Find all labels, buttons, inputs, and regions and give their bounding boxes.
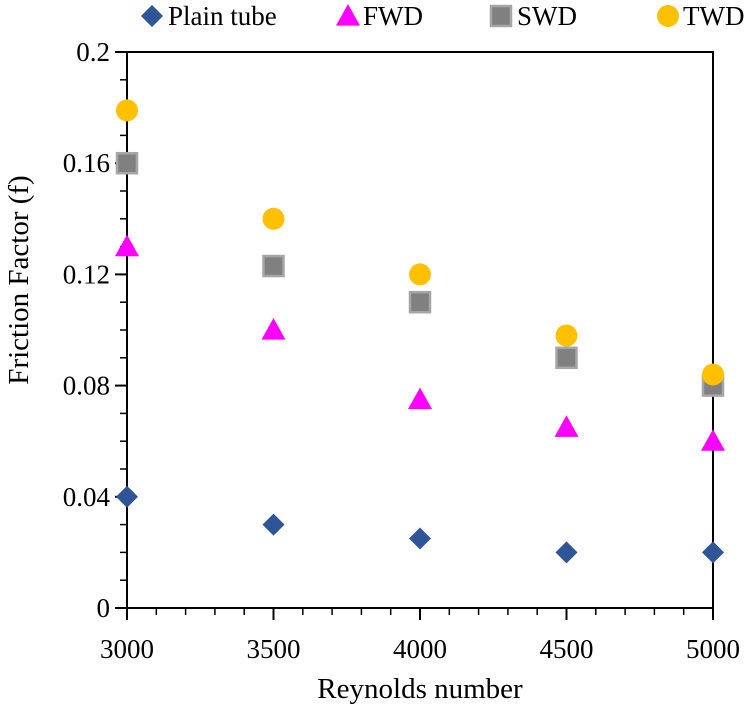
- x-tick-label: 5000: [686, 634, 740, 664]
- y-tick-label: 0.08: [63, 371, 110, 401]
- x-tick-label: 4500: [540, 634, 594, 664]
- legend-marker-circle: [657, 5, 679, 27]
- data-point-circle: [702, 363, 724, 386]
- y-axis-title: Friction Factor (f): [3, 175, 35, 384]
- data-point-square: [408, 290, 432, 314]
- legend-item: Plain tube: [141, 1, 277, 31]
- y-tick-label: 0: [97, 593, 111, 623]
- x-tick-label: 3500: [247, 634, 301, 664]
- legend-label: SWD: [517, 1, 577, 31]
- legend-label: Plain tube: [168, 1, 277, 31]
- data-point-circle: [116, 99, 138, 122]
- legend-marker-square: [489, 4, 513, 28]
- data-point-diamond: [555, 541, 578, 564]
- legend-item: SWD: [489, 1, 577, 31]
- data-point-diamond: [702, 541, 724, 564]
- legend: Plain tube FWD SWD TWD: [141, 1, 744, 31]
- x-tick-label: 3000: [100, 634, 154, 664]
- y-tick-label: 0.2: [76, 37, 110, 67]
- series-swd: [115, 151, 725, 397]
- data-point-square: [555, 346, 578, 370]
- series-fwd: [115, 234, 725, 451]
- legend-marker-triangle: [336, 4, 360, 26]
- series-twd: [116, 99, 724, 386]
- data-point-triangle: [701, 429, 725, 451]
- data-point-triangle: [115, 234, 139, 257]
- data-points: [115, 99, 725, 564]
- x-axis: 3000 3500 4000 4500 5000: [100, 608, 740, 664]
- series-plain-tube: [116, 485, 724, 564]
- y-tick-label: 0.04: [63, 482, 111, 512]
- legend-item: TWD: [657, 1, 744, 31]
- legend-marker-diamond: [141, 5, 163, 27]
- legend-item: FWD: [336, 1, 423, 31]
- data-point-diamond: [116, 485, 138, 508]
- plot-frame: [126, 51, 714, 609]
- data-point-triangle: [261, 318, 286, 340]
- y-axis: 0 0.04 0.08 0.12 0.16 0.2: [63, 37, 127, 623]
- data-point-diamond: [409, 527, 431, 550]
- x-axis-title: Reynolds number: [317, 673, 523, 705]
- legend-label: TWD: [683, 1, 744, 31]
- data-point-triangle: [408, 387, 432, 410]
- data-point-diamond: [262, 513, 285, 536]
- data-point-triangle: [554, 415, 579, 437]
- data-point-circle: [409, 263, 431, 286]
- y-tick-label: 0.12: [63, 259, 110, 289]
- data-point-circle: [555, 324, 578, 347]
- y-tick-label: 0.16: [63, 148, 110, 178]
- x-tick-label: 4000: [393, 634, 447, 664]
- plot-border: [126, 51, 714, 609]
- data-point-square: [115, 151, 139, 175]
- data-point-circle: [262, 207, 285, 230]
- data-point-square: [262, 254, 285, 278]
- legend-label: FWD: [363, 1, 423, 31]
